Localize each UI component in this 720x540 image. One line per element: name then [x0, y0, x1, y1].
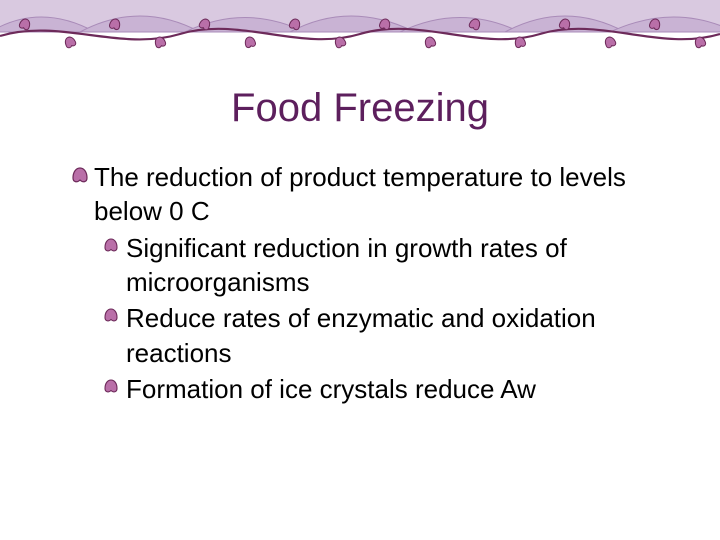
slide-body: The reduction of product temperature to …	[94, 160, 654, 408]
bullet-text: Formation of ice crystals reduce Aw	[126, 374, 536, 404]
leaf-bullet-icon	[104, 378, 118, 394]
decorative-top-border	[0, 0, 720, 56]
leaf-bullet-icon	[104, 307, 118, 323]
bullet-level1: The reduction of product temperature to …	[94, 160, 654, 229]
leaf-bullet-icon	[72, 166, 88, 184]
bullet-text: The reduction of product temperature to …	[94, 162, 626, 226]
leaf-bullet-icon	[104, 237, 118, 253]
slide: Food Freezing The reduction of product t…	[0, 0, 720, 540]
bullet-level2: Formation of ice crystals reduce Aw	[94, 372, 654, 406]
bullet-level2: Significant reduction in growth rates of…	[94, 231, 654, 300]
slide-title: Food Freezing	[0, 86, 720, 131]
bullet-level2: Reduce rates of enzymatic and oxidation …	[94, 301, 654, 370]
bullet-text: Significant reduction in growth rates of…	[126, 233, 567, 297]
bullet-text: Reduce rates of enzymatic and oxidation …	[126, 303, 596, 367]
